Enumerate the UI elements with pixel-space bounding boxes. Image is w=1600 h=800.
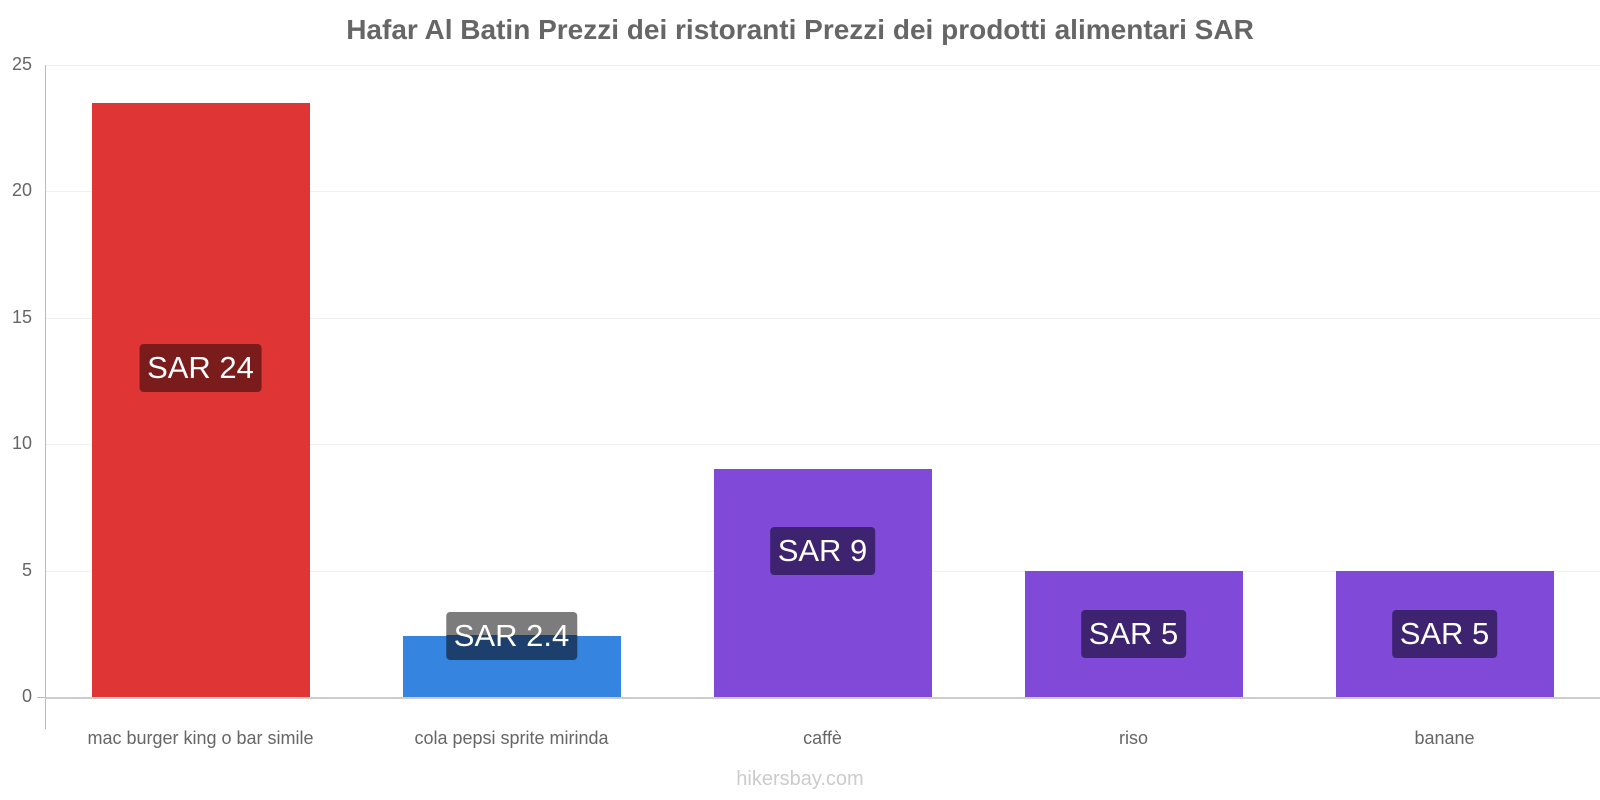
x-tick-label: banane xyxy=(1414,728,1475,748)
y-tick-mark xyxy=(37,697,46,698)
y-tick-label: 25 xyxy=(11,54,32,74)
gridline xyxy=(46,191,1600,193)
bar-0[interactable] xyxy=(91,102,310,697)
x-tick-label: riso xyxy=(1118,728,1149,748)
y-tick-label: 0 xyxy=(21,686,32,706)
gridline xyxy=(46,444,1600,446)
data-label: SAR 24 xyxy=(139,344,262,392)
watermark: hikersbay.com xyxy=(736,768,864,790)
data-label: SAR 5 xyxy=(1391,609,1498,658)
y-tick-label: 15 xyxy=(11,306,32,327)
x-axis xyxy=(45,697,1600,699)
bar-2[interactable] xyxy=(713,469,932,697)
chart-title: Hafar Al Batin Prezzi dei ristoranti Pre… xyxy=(346,14,1254,45)
data-label: SAR 2.4 xyxy=(445,612,578,661)
data-label: SAR 9 xyxy=(769,527,876,576)
x-tick-label: cola pepsi sprite mirinda xyxy=(414,728,609,748)
gridline xyxy=(46,317,1600,319)
y-tick-label: 20 xyxy=(11,180,32,201)
gridline xyxy=(46,65,1600,66)
y-tick-label: 5 xyxy=(21,559,32,580)
y-axis xyxy=(45,65,46,729)
x-tick-label: mac burger king o bar simile xyxy=(87,728,314,748)
data-label: SAR 5 xyxy=(1080,609,1187,658)
y-tick-label: 10 xyxy=(11,433,32,454)
x-tick-label: caffè xyxy=(803,728,842,748)
